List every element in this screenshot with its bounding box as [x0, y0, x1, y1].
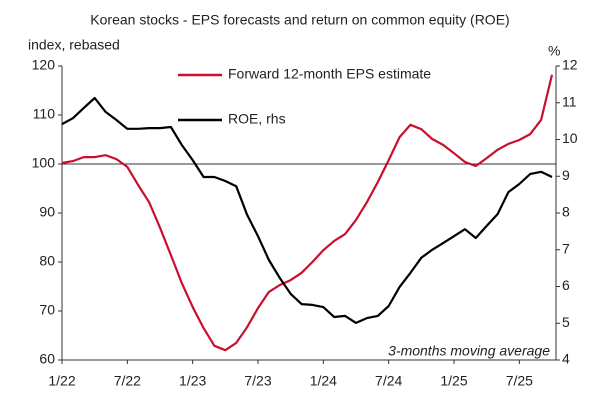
y-tick-label: 80 — [39, 253, 55, 269]
series-line — [61, 74, 554, 352]
y-tick-label: 110 — [33, 106, 56, 122]
y-tick-label: 70 — [39, 302, 55, 318]
y2-tick-label: 8 — [562, 204, 570, 220]
x-tick-label: 7/22 — [114, 373, 141, 389]
y-tick-label: 120 — [32, 57, 56, 73]
x-tick-label: 1/22 — [48, 373, 75, 389]
y-axis-label: index, rebased — [28, 37, 120, 53]
y2-tick-label: 9 — [562, 167, 570, 183]
y2-tick-label: 12 — [562, 57, 578, 73]
y2-tick-label: 7 — [562, 240, 570, 256]
y2-tick-label: 6 — [562, 277, 570, 293]
y2-tick-label: 10 — [562, 130, 578, 146]
x-tick-label: 1/25 — [440, 373, 467, 389]
x-tick-label: 7/25 — [506, 373, 533, 389]
y2-tick-label: 11 — [562, 93, 577, 109]
y-tick-label: 100 — [32, 155, 56, 171]
x-tick-label: 7/24 — [375, 373, 402, 389]
y2-tick-label: 4 — [562, 351, 570, 367]
chart-title: Korean stocks - EPS forecasts and return… — [90, 12, 509, 28]
legend-label: ROE, rhs — [228, 111, 286, 127]
x-tick-label: 7/23 — [244, 373, 271, 389]
annotation: 3-months moving average — [388, 343, 550, 359]
x-tick-label: 1/23 — [179, 373, 206, 389]
series-line — [61, 96, 553, 324]
y2-tick-label: 5 — [562, 314, 570, 330]
x-tick-label: 1/24 — [310, 373, 337, 389]
y-tick-label: 90 — [39, 204, 55, 220]
legend-label: Forward 12-month EPS estimate — [228, 66, 431, 82]
y2-axis-label: % — [548, 43, 560, 59]
y-tick-label: 60 — [39, 351, 55, 367]
